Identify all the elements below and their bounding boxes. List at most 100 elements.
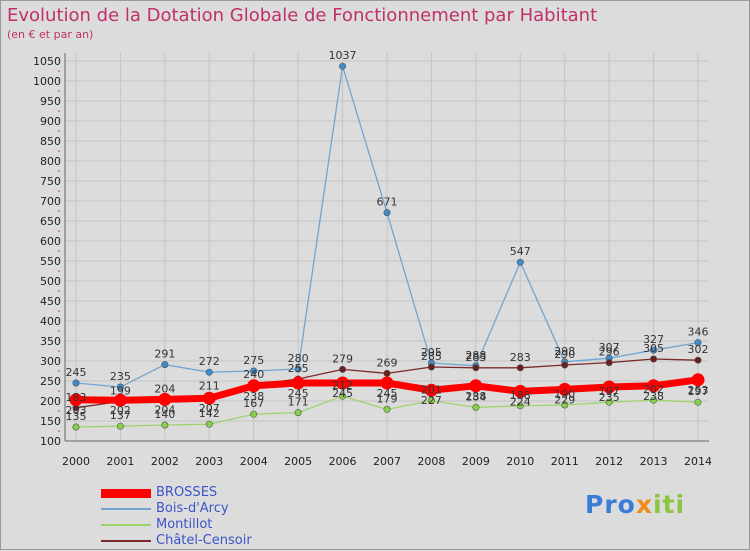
y-tick-label: 700	[40, 195, 61, 208]
data-label: 202	[110, 404, 131, 417]
y-tick-label: 400	[40, 315, 61, 328]
x-tick-label: 2010	[506, 455, 534, 468]
axis-dot	[58, 240, 60, 242]
y-tick-label: 650	[40, 215, 61, 228]
legend-swatch	[101, 524, 151, 526]
data-point	[694, 339, 702, 347]
data-point	[339, 365, 347, 373]
data-label: 245	[66, 366, 87, 379]
data-label: 235	[599, 391, 620, 404]
x-tick-label: 2006	[329, 455, 357, 468]
axis-dot	[58, 330, 60, 332]
data-point	[605, 359, 613, 367]
data-point	[694, 356, 702, 364]
data-point	[691, 373, 705, 387]
data-point	[161, 421, 169, 429]
logo-part-2: x	[635, 490, 653, 519]
axis-dot	[58, 340, 60, 342]
data-point	[383, 405, 391, 413]
chart-subtitle: (en € et par an)	[7, 28, 94, 41]
data-label: 211	[199, 380, 220, 393]
data-label: 307	[599, 341, 620, 354]
legend-swatch	[101, 489, 151, 498]
axis-dot	[58, 360, 60, 362]
data-label: 207	[199, 402, 220, 415]
legend-label: Bois-d'Arcy	[156, 501, 229, 516]
data-label: 190	[554, 388, 575, 401]
axis-dot	[58, 230, 60, 232]
data-label: 229	[554, 393, 575, 406]
data-label: 269	[377, 356, 398, 369]
y-tick-label: 200	[40, 395, 61, 408]
data-label: 296	[599, 346, 620, 359]
axis-dot	[58, 60, 60, 62]
data-point	[427, 363, 435, 371]
data-label: 224	[510, 395, 531, 408]
data-point	[605, 398, 613, 406]
axis-dot	[58, 120, 60, 122]
data-point	[427, 397, 435, 405]
data-point	[116, 383, 124, 391]
y-tick-label: 900	[40, 115, 61, 128]
data-label: 346	[688, 326, 709, 339]
data-point	[69, 393, 83, 407]
data-point	[472, 403, 480, 411]
y-tick-label: 950	[40, 95, 61, 108]
data-point	[424, 383, 438, 397]
legend-label: BROSSES	[156, 485, 218, 500]
axis-dot	[58, 390, 60, 392]
axis-dot	[58, 320, 60, 322]
axis-dot	[58, 90, 60, 92]
data-point	[250, 367, 258, 375]
axis-dot	[58, 70, 60, 72]
data-point	[291, 376, 305, 390]
data-point	[516, 258, 524, 266]
y-tick-label: 600	[40, 235, 61, 248]
data-point	[561, 361, 569, 369]
y-tick-label: 100	[40, 435, 61, 448]
data-label: 283	[510, 351, 531, 364]
axis-dot	[58, 170, 60, 172]
y-tick-label: 750	[40, 175, 61, 188]
data-label: 671	[377, 196, 398, 209]
data-label: 298	[554, 345, 575, 358]
data-label: 238	[643, 390, 664, 403]
data-label: 302	[688, 343, 709, 356]
legend-swatch	[101, 508, 151, 510]
y-tick-label: 800	[40, 155, 61, 168]
data-label: 135	[66, 410, 87, 423]
axis-dot	[58, 100, 60, 102]
data-point	[650, 355, 658, 363]
logo-part-1: Pro	[585, 490, 636, 519]
data-point	[558, 382, 572, 396]
y-tick-label: 1000	[33, 75, 61, 88]
axis-dot	[58, 180, 60, 182]
data-label: 202	[643, 383, 664, 396]
x-tick-label: 2002	[151, 455, 179, 468]
x-tick-label: 2003	[195, 455, 223, 468]
axis-dot	[58, 260, 60, 262]
data-label: 295	[421, 346, 442, 359]
data-label: 184	[465, 390, 486, 403]
data-point	[250, 410, 258, 418]
legend-label: Châtel-Censoir	[156, 533, 252, 548]
data-point	[516, 364, 524, 372]
axis-dot	[58, 300, 60, 302]
data-point	[383, 369, 391, 377]
data-point	[469, 379, 483, 393]
data-point	[561, 401, 569, 409]
data-point	[472, 364, 480, 372]
data-label: 171	[288, 396, 309, 409]
data-label: 227	[421, 394, 442, 407]
x-tick-label: 2004	[240, 455, 268, 468]
data-label: 240	[243, 368, 264, 381]
data-point	[116, 422, 124, 430]
data-point	[339, 62, 347, 70]
data-point	[650, 346, 658, 354]
data-label: 183	[66, 391, 87, 404]
y-tick-label: 250	[40, 375, 61, 388]
data-point	[294, 365, 302, 373]
data-label: 245	[332, 387, 353, 400]
data-point	[158, 392, 172, 406]
